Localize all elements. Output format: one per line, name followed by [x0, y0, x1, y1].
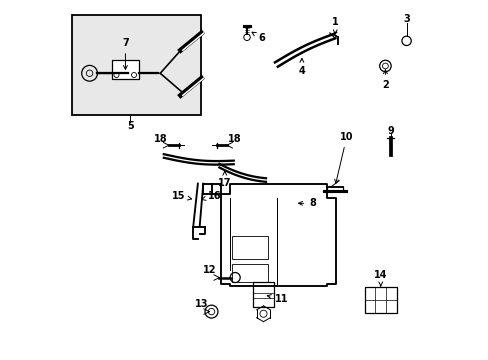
Text: 9: 9	[386, 126, 393, 135]
Bar	[72, 15, 201, 116]
Bar	[364, 287, 396, 313]
Bar	[112, 59, 139, 79]
Text: 11: 11	[267, 294, 288, 304]
Text: 6: 6	[251, 32, 264, 43]
Text: 1: 1	[331, 17, 338, 34]
Text: 15: 15	[171, 191, 191, 201]
Text: 12: 12	[203, 265, 216, 275]
Text: 18: 18	[153, 134, 167, 144]
Text: 17: 17	[218, 171, 231, 188]
Text: 2: 2	[381, 70, 388, 90]
Bar	[232, 235, 267, 259]
Text: 8: 8	[298, 198, 315, 208]
Text: 18: 18	[228, 134, 242, 144]
Text: 13: 13	[195, 300, 208, 310]
Text: 10: 10	[334, 132, 353, 183]
Text: 3: 3	[403, 14, 409, 24]
Text: 4: 4	[298, 58, 305, 76]
Bar	[252, 282, 274, 307]
Text: 5: 5	[127, 121, 134, 131]
Text: 7: 7	[122, 38, 128, 69]
Text: 16: 16	[201, 191, 221, 201]
Text: 14: 14	[373, 270, 386, 286]
Bar	[232, 264, 267, 282]
